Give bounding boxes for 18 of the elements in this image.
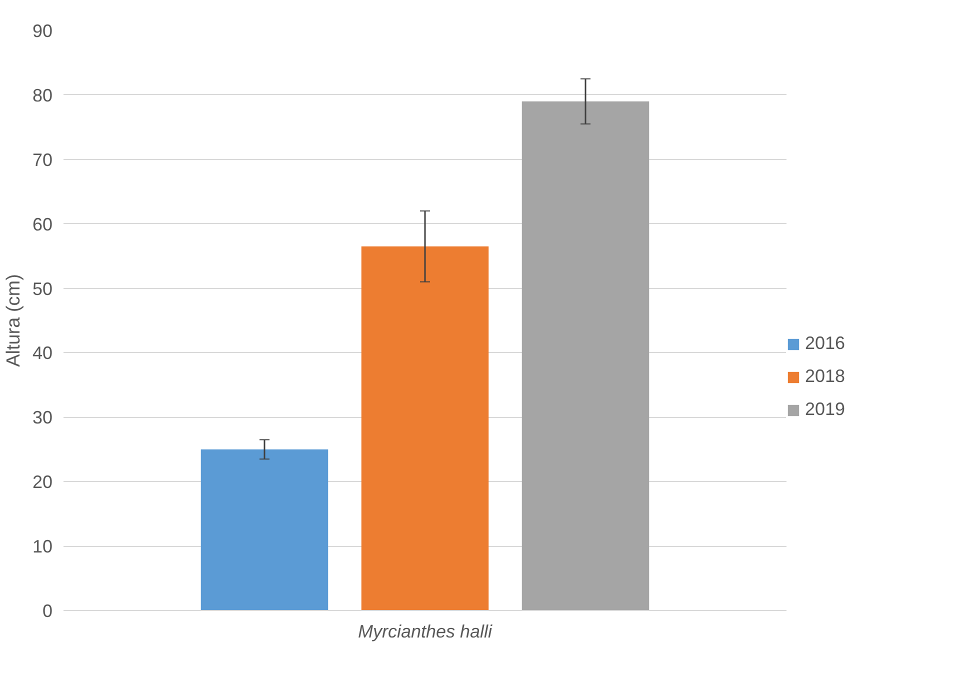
y-tick-label: 90 xyxy=(32,21,53,41)
y-tick-label: 20 xyxy=(32,472,53,492)
y-tick-label: 80 xyxy=(32,85,53,106)
y-tick-label: 0 xyxy=(42,601,53,621)
legend-label: 2018 xyxy=(805,366,846,387)
legend-label: 2016 xyxy=(805,333,846,354)
y-tick-label: 60 xyxy=(32,214,53,234)
y-tick-label: 70 xyxy=(32,150,53,170)
y-tick-label: 30 xyxy=(32,408,53,428)
bar xyxy=(522,101,650,610)
y-axis-title: Altura (cm) xyxy=(3,274,24,367)
legend-label: 2019 xyxy=(805,399,846,420)
bar xyxy=(361,246,489,610)
bar xyxy=(200,449,328,610)
y-tick-label: 50 xyxy=(32,278,53,299)
x-tick-label: Myrcianthes halli xyxy=(358,622,494,642)
y-tick-label: 10 xyxy=(32,536,53,557)
y-tick-label: 40 xyxy=(32,343,53,364)
